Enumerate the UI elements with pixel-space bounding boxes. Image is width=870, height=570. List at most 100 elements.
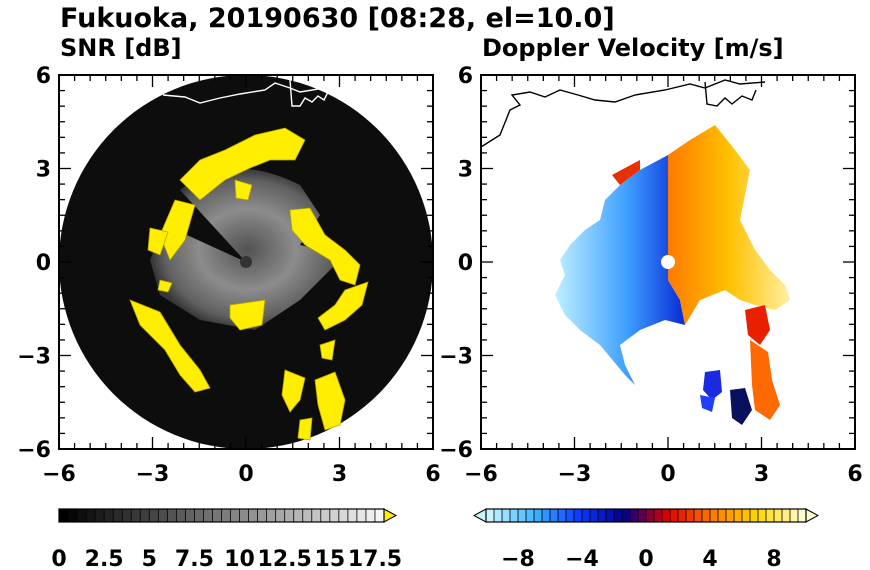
snr-colorbar-cell	[230, 509, 240, 522]
doppler-x-tick-label: −6	[464, 462, 498, 487]
snr-colorbar-cell	[311, 509, 322, 522]
doppler-x-tick-label: −3	[558, 462, 592, 487]
snr-colorbar-cell	[284, 509, 295, 522]
doppler-colorbar-tick-label: −4	[565, 547, 599, 570]
snr-colorbar-cell	[176, 509, 186, 522]
doppler-blue-cell-small	[700, 395, 715, 412]
snr-coastline	[162, 79, 333, 104]
doppler-y-axis: −6 −3 0 3 6	[439, 64, 855, 463]
doppler-colorbar-tick-label: 8	[766, 547, 781, 570]
snr-colorbar-cell	[59, 509, 69, 522]
doppler-coastline	[481, 79, 766, 148]
doppler-colorbar-cell	[742, 509, 751, 522]
doppler-colorbar-cell	[550, 509, 559, 522]
doppler-colorbar-cell	[790, 509, 799, 522]
doppler-y-tick-label: −3	[439, 345, 473, 370]
snr-y-tick-label: −3	[17, 345, 51, 370]
doppler-x-tick-label: 6	[847, 462, 862, 487]
snr-colorbar-cell	[77, 509, 87, 522]
doppler-colorbar-cell	[702, 509, 711, 522]
snr-x-tick-label: 0	[238, 462, 253, 487]
snr-colorbar-frame	[58, 508, 385, 523]
doppler-colorbar-cell	[542, 509, 551, 522]
snr-x-tick-label: 3	[332, 462, 347, 487]
doppler-colorbar-tick-label: 4	[702, 547, 717, 570]
doppler-colorbar-cell	[558, 509, 567, 522]
doppler-colorbar-cell	[598, 509, 607, 522]
doppler-colorbar-cell	[518, 509, 527, 522]
snr-colorbar-cell	[185, 509, 195, 522]
snr-x-tick-label: 6	[425, 462, 440, 487]
snr-colorbar-extend-arrow	[383, 508, 398, 523]
snr-radar-site	[240, 256, 252, 268]
doppler-x-tick-label: 3	[754, 462, 769, 487]
snr-colorbar-cell	[347, 509, 358, 522]
doppler-blue-cell-south	[703, 370, 722, 400]
doppler-colorbar-cell	[526, 509, 535, 522]
snr-x-tick-label: −3	[136, 462, 170, 487]
doppler-colorbar-cell	[758, 509, 767, 522]
doppler-y-tick-label: 6	[458, 64, 473, 89]
snr-colorbar-labels: 0 2.5 5 7.5 10 12.5 15 17.5	[51, 547, 402, 570]
doppler-colorbar-cell	[774, 509, 783, 522]
doppler-colorbar-labels: −8 −4 0 4 8	[501, 547, 782, 570]
snr-panel: −6 −3 0 3 6 −6 −3 0 3 6	[17, 64, 440, 487]
doppler-colorbar-cell	[622, 509, 631, 522]
doppler-colorbar-cell	[662, 509, 671, 522]
snr-colorbar-tick-label: 17.5	[348, 547, 402, 570]
doppler-colorbar-extend-arrow-high	[805, 508, 820, 523]
doppler-colorbar-cell	[574, 509, 583, 522]
snr-colorbar-cell	[203, 509, 213, 522]
doppler-red-fringe-east	[745, 305, 770, 345]
doppler-approaching-echo	[555, 155, 685, 385]
doppler-dark-cell-south	[730, 388, 752, 425]
doppler-colorbar-cell	[726, 509, 735, 522]
doppler-colorbar-cell	[670, 509, 679, 522]
snr-colorbar-cell	[365, 509, 376, 522]
snr-colorbar-tick-label: 5	[142, 547, 157, 570]
snr-high-echo-band	[129, 127, 369, 441]
doppler-colorbar-extend-arrow-low	[472, 508, 487, 523]
doppler-panel: −6 −3 0 3 6 −6 −3 0 3 6	[439, 64, 862, 487]
snr-colorbar-cell	[356, 509, 367, 522]
doppler-colorbar-cell	[510, 509, 519, 522]
snr-colorbar-cell	[221, 509, 231, 522]
snr-colorbar-cell	[86, 509, 96, 522]
snr-colorbar-cell	[302, 509, 313, 522]
snr-colorbar-tick-label: 2.5	[85, 547, 124, 570]
doppler-colorbar-tick-label: −8	[501, 547, 535, 570]
doppler-colorbar-cell	[750, 509, 759, 522]
snr-colorbar-cell	[149, 509, 159, 522]
snr-colorbar-tick-label: 7.5	[175, 547, 214, 570]
snr-x-tick-label: −6	[42, 462, 76, 487]
doppler-x-axis: −6 −3 0 3 6	[464, 75, 863, 487]
figure-title: Fukuoka, 20190630 [08:28, el=10.0]	[60, 3, 615, 34]
snr-island-outline	[289, 79, 329, 107]
snr-colorbar-cell	[140, 509, 150, 522]
snr-colorbar-cell	[275, 509, 285, 522]
snr-y-tick-label: 0	[36, 251, 51, 276]
snr-colorbar-cell	[131, 509, 141, 522]
snr-colorbar-tick-label: 0	[51, 547, 66, 570]
snr-colorbar-cell	[293, 509, 304, 522]
doppler-colorbar-cell	[694, 509, 703, 522]
doppler-orange-cell-south	[750, 340, 780, 420]
snr-colorbar-cell	[257, 509, 267, 522]
doppler-colorbar-cell	[766, 509, 775, 522]
snr-colorbar-cell	[266, 509, 276, 522]
doppler-colorbar-cell	[710, 509, 719, 522]
doppler-island-outline	[704, 81, 757, 107]
snr-y-tick-label: 3	[36, 158, 51, 183]
doppler-colorbar-cell	[646, 509, 655, 522]
doppler-colorbar-cell	[566, 509, 575, 522]
doppler-colorbar-cell	[654, 509, 663, 522]
doppler-red-fringe-north	[612, 160, 640, 185]
doppler-panel-title: Doppler Velocity [m/s]	[482, 34, 784, 62]
doppler-receding-echo	[668, 125, 790, 325]
snr-colorbar-tick-label: 12.5	[258, 547, 312, 570]
doppler-colorbar-cell	[638, 509, 647, 522]
snr-colorbar-cell	[122, 509, 132, 522]
snr-y-tick-label: 6	[36, 64, 51, 89]
snr-colorbar-cell	[248, 509, 258, 522]
snr-colorbar-tick-label: 15	[315, 547, 346, 570]
